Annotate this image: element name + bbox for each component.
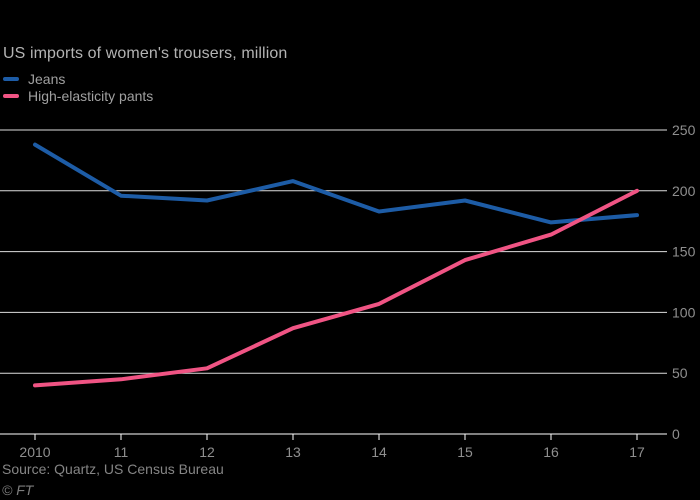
ft-copyright: © FT bbox=[2, 482, 34, 498]
x-tick-label: 13 bbox=[285, 444, 301, 460]
legend-item-pants: High-elasticity pants bbox=[3, 87, 153, 104]
series-line-high-elasticity-pants bbox=[33, 188, 639, 388]
chart-legend: Jeans High-elasticity pants bbox=[3, 70, 153, 104]
x-tick-label: 17 bbox=[629, 444, 645, 460]
chart-title: US imports of women's trousers, million bbox=[3, 45, 288, 62]
source-text: Source: Quartz, US Census Bureau bbox=[2, 461, 224, 477]
legend-item-jeans: Jeans bbox=[3, 70, 153, 87]
y-tick-label: 100 bbox=[672, 304, 696, 320]
y-tick-label: 250 bbox=[672, 122, 696, 138]
legend-label-pants: High-elasticity pants bbox=[28, 87, 154, 104]
x-tick-label: 14 bbox=[371, 444, 387, 460]
x-tick-label: 16 bbox=[543, 444, 559, 460]
y-tick-label: 200 bbox=[672, 183, 696, 199]
jeans-line-swatch bbox=[3, 76, 19, 81]
x-tick-label: 15 bbox=[457, 444, 473, 460]
x-tick-label: 2010 bbox=[19, 444, 50, 460]
series-line-jeans bbox=[33, 142, 639, 225]
x-tick-label: 12 bbox=[199, 444, 215, 460]
y-tick-label: 0 bbox=[672, 426, 680, 442]
x-tick-label: 11 bbox=[114, 444, 129, 460]
legend-label-jeans: Jeans bbox=[28, 70, 66, 87]
y-tick-label: 50 bbox=[672, 365, 688, 381]
line-chart: 0 50 100 150 200 250 2010 11 12 13 14 15 16 17 bbox=[0, 122, 696, 460]
y-tick-label: 150 bbox=[672, 244, 696, 260]
pants-line-swatch bbox=[3, 93, 19, 98]
